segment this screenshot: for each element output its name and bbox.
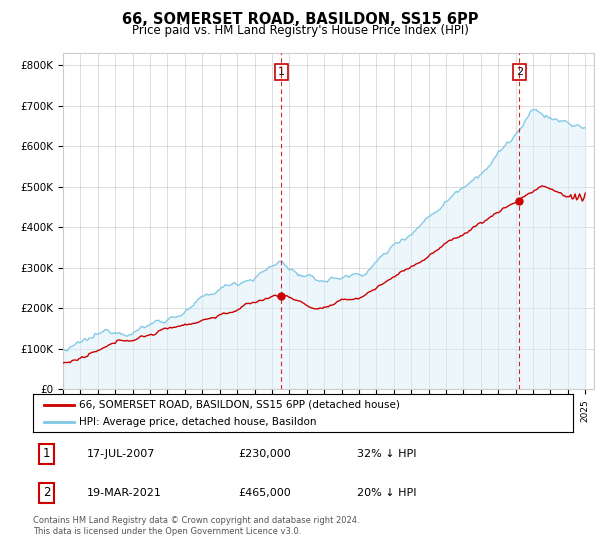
Text: 1: 1 xyxy=(43,447,50,460)
Text: 2: 2 xyxy=(43,486,50,500)
Text: 20% ↓ HPI: 20% ↓ HPI xyxy=(357,488,416,498)
Text: 17-JUL-2007: 17-JUL-2007 xyxy=(87,449,155,459)
Text: 2: 2 xyxy=(516,67,523,77)
Text: £465,000: £465,000 xyxy=(238,488,291,498)
Text: 66, SOMERSET ROAD, BASILDON, SS15 6PP (detached house): 66, SOMERSET ROAD, BASILDON, SS15 6PP (d… xyxy=(79,399,400,409)
Text: 32% ↓ HPI: 32% ↓ HPI xyxy=(357,449,416,459)
Text: Contains HM Land Registry data © Crown copyright and database right 2024.
This d: Contains HM Land Registry data © Crown c… xyxy=(33,516,359,536)
Text: 1: 1 xyxy=(278,67,285,77)
Text: 19-MAR-2021: 19-MAR-2021 xyxy=(87,488,162,498)
Text: 66, SOMERSET ROAD, BASILDON, SS15 6PP: 66, SOMERSET ROAD, BASILDON, SS15 6PP xyxy=(122,12,478,27)
Text: Price paid vs. HM Land Registry's House Price Index (HPI): Price paid vs. HM Land Registry's House … xyxy=(131,24,469,36)
Text: HPI: Average price, detached house, Basildon: HPI: Average price, detached house, Basi… xyxy=(79,417,316,427)
Text: £230,000: £230,000 xyxy=(238,449,291,459)
